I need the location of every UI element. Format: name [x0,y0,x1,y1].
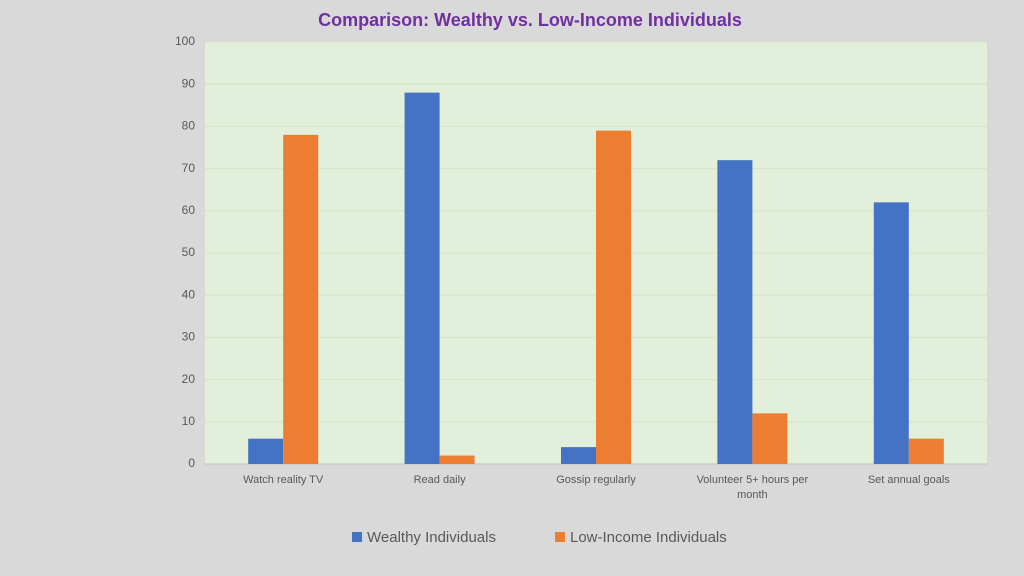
bar [596,130,631,464]
bar [752,413,788,464]
y-tick-label: 50 [182,245,196,259]
y-tick-label: 10 [182,414,196,428]
bar [873,202,909,465]
bar [908,438,944,464]
y-tick-label: 40 [182,287,196,301]
y-tick-label: 80 [182,119,196,133]
y-tick-label: 30 [182,330,196,344]
legend-swatch [352,532,362,542]
y-tick-label: 0 [188,456,195,470]
bar [404,92,440,464]
x-tick-label-box: Set annual goals [867,474,950,486]
bar [717,160,753,464]
y-tick-label: 90 [182,76,196,90]
x-tick-label-box: Gossip regularly [556,474,636,486]
x-tick-label-box: Watch reality TV [243,474,324,486]
y-tick-label: 60 [182,203,196,217]
bar [561,447,596,464]
x-tick-label: Read daily [413,474,466,486]
legend-swatch [555,532,565,542]
x-tick-label: Gossip regularly [556,474,636,486]
bar [248,438,284,464]
x-tick-label: Watch reality TV [243,474,324,486]
y-tick-label: 20 [182,372,196,386]
bar [283,134,319,464]
chart-title: Comparison: Wealthy vs. Low-Income Indiv… [318,10,742,30]
bar [439,455,475,464]
y-tick-label: 100 [175,34,195,48]
x-tick-label-box: Volunteer 5+ hours per month [696,474,809,501]
x-tick-label: Volunteer 5+ hours per month [696,474,809,501]
legend-label: Wealthy Individuals [367,529,496,546]
legend-label: Low-Income Individuals [570,529,727,546]
x-tick-label-box: Read daily [413,474,466,486]
x-tick-label: Set annual goals [867,474,950,486]
y-tick-label: 70 [182,161,196,175]
